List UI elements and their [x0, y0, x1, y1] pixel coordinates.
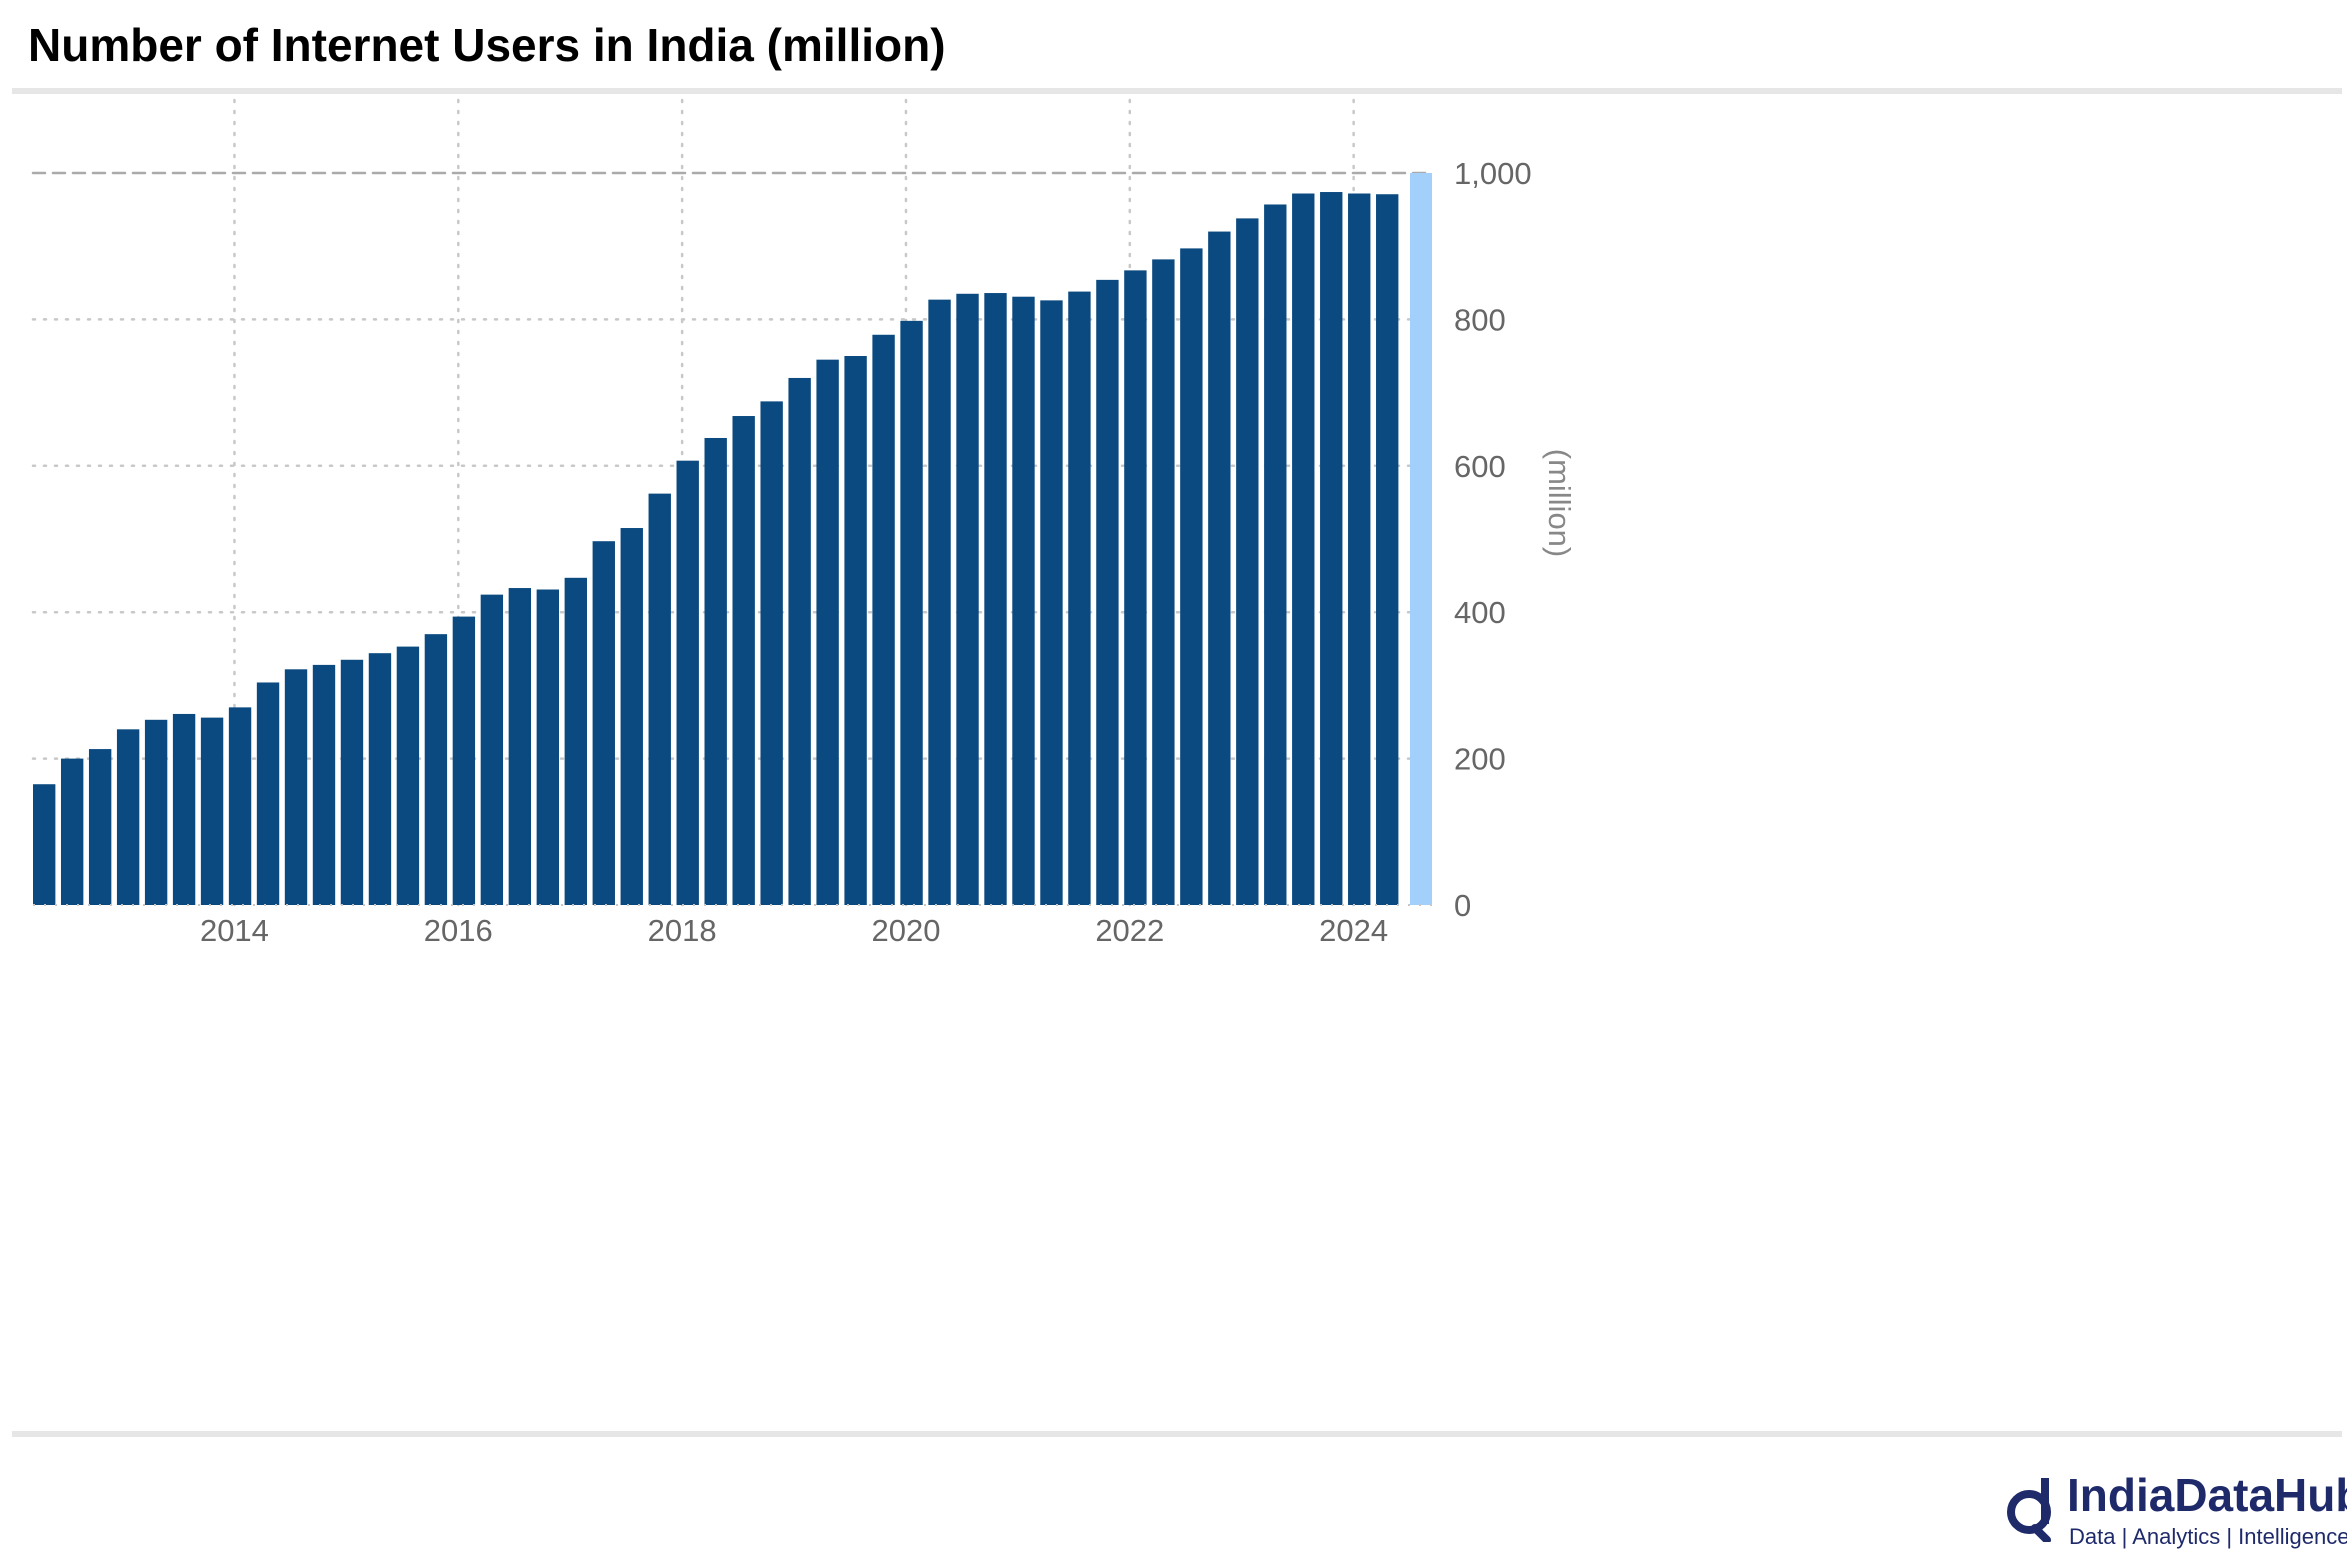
logo-mark-icon [2007, 1478, 2051, 1542]
footer-divider [12, 1431, 2342, 1437]
x-tick-label: 2018 [648, 913, 717, 948]
bar [1348, 193, 1371, 905]
bar [60, 758, 84, 905]
bar [1096, 279, 1119, 905]
bar [928, 299, 951, 905]
bar [312, 664, 336, 905]
bar [676, 460, 699, 905]
bar [564, 577, 587, 905]
bar [536, 589, 560, 905]
bar [1124, 270, 1147, 905]
chart-title: Number of Internet Users in India (milli… [28, 19, 946, 71]
bar [88, 749, 112, 905]
y-axis-label: (million) [1542, 449, 1577, 558]
x-tick-label: 2024 [1319, 913, 1388, 948]
bar [33, 784, 56, 905]
logo-name: IndiaDataHub [2067, 1469, 2347, 1521]
bar [368, 653, 392, 905]
highlight-band [1410, 173, 1432, 905]
bar [1236, 218, 1259, 905]
bar [508, 588, 532, 905]
bar [396, 646, 420, 905]
india-data-hub-logo: IndiaDataHub Data | Analytics | Intellig… [2005, 1468, 2347, 1558]
bar [1208, 231, 1231, 905]
x-tick-label: 2014 [200, 913, 269, 948]
bar [732, 416, 755, 905]
bar [788, 377, 811, 906]
bar [144, 719, 168, 905]
bar [648, 493, 671, 905]
bar [704, 437, 727, 905]
bar [172, 713, 196, 905]
bar [1376, 194, 1399, 906]
bar [200, 717, 224, 905]
bar [1068, 291, 1091, 906]
bar [1292, 193, 1315, 905]
x-tick-label: 2020 [871, 913, 940, 948]
y-tick-label: 1,000 [1454, 156, 1532, 191]
bar [424, 634, 448, 905]
y-tick-label: 800 [1454, 302, 1506, 337]
bar [284, 669, 308, 905]
y-tick-label: 400 [1454, 595, 1506, 630]
y-tick-label: 200 [1454, 742, 1506, 777]
logo-tagline: Data | Analytics | Intelligence [2069, 1524, 2347, 1549]
bar [956, 293, 979, 905]
bar [844, 356, 867, 905]
x-tick-label: 2022 [1095, 913, 1164, 948]
bar [116, 729, 140, 905]
bar [984, 293, 1007, 905]
x-tick-label: 2016 [424, 913, 493, 948]
bar [1180, 248, 1203, 905]
bar [1152, 259, 1175, 905]
bar [480, 594, 504, 905]
bar [256, 682, 280, 905]
bar [760, 401, 783, 905]
bar [620, 528, 643, 905]
bar [1040, 300, 1063, 905]
bar [228, 707, 252, 905]
bar [900, 320, 923, 905]
y-tick-label: 600 [1454, 449, 1506, 484]
bar [1264, 204, 1287, 906]
title-divider [12, 88, 2342, 94]
bar [452, 616, 476, 905]
bar-chart: 0 200 400 600 800 1,000 2014 2016 2018 2020 2022 20… [31, 98, 1577, 948]
bar [1012, 296, 1035, 906]
bar [1320, 192, 1343, 905]
bar [816, 359, 839, 905]
bar [872, 334, 895, 905]
bar [340, 659, 364, 905]
bar [592, 541, 615, 905]
y-tick-label: 0 [1454, 888, 1471, 923]
